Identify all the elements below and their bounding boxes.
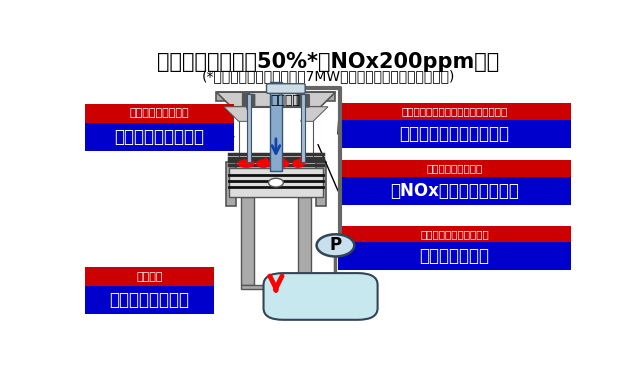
Circle shape (269, 178, 284, 187)
Text: 低NOx化、出力向上技術: 低NOx化、出力向上技術 (390, 182, 519, 200)
Bar (227, 162, 236, 206)
Bar (338, 243, 571, 270)
Text: 前川製作所、早稲田大学: 前川製作所、早稲田大学 (420, 229, 489, 239)
Bar (338, 226, 571, 243)
Bar (85, 104, 234, 123)
Polygon shape (243, 157, 255, 165)
Bar (85, 286, 214, 314)
Ellipse shape (272, 159, 289, 168)
Text: (*低位発熱量換算における7MW級エンジン単体の正味熱効率): (*低位発熱量換算における7MW級エンジン単体の正味熱効率) (202, 69, 454, 83)
Bar (301, 94, 305, 162)
Text: 目標性能：熱効率50%*、NOx200ppm以下: 目標性能：熱効率50%*、NOx200ppm以下 (157, 52, 499, 72)
Ellipse shape (292, 159, 305, 168)
Bar (270, 82, 282, 171)
Polygon shape (216, 92, 335, 107)
Polygon shape (260, 157, 272, 165)
FancyBboxPatch shape (264, 273, 378, 320)
Polygon shape (295, 157, 307, 165)
Bar (229, 168, 323, 197)
Text: 川崎重工: 川崎重工 (136, 272, 163, 282)
Bar (338, 103, 571, 120)
Bar (231, 104, 321, 110)
Ellipse shape (256, 159, 271, 168)
Polygon shape (224, 107, 251, 121)
Polygon shape (277, 157, 289, 165)
Ellipse shape (237, 159, 255, 168)
Text: 全体システム検討: 全体システム検討 (109, 291, 189, 309)
Text: 水素燃焼制御、濃度計測: 水素燃焼制御、濃度計測 (399, 125, 509, 143)
Bar (298, 197, 310, 285)
Bar (316, 162, 326, 206)
Bar (229, 168, 323, 175)
Bar (85, 123, 234, 150)
FancyBboxPatch shape (266, 84, 305, 93)
Text: 海上技術安全研究所: 海上技術安全研究所 (129, 108, 189, 118)
Text: 液化水素ポンプ: 液化水素ポンプ (419, 247, 490, 265)
Polygon shape (301, 107, 328, 121)
Bar (338, 177, 571, 205)
Text: 東京都市大学、岡山大学、早稲田大学: 東京都市大学、岡山大学、早稲田大学 (401, 106, 508, 116)
Bar (338, 120, 571, 147)
Text: 高圧水素: 高圧水素 (271, 94, 301, 107)
Bar (85, 267, 214, 286)
Circle shape (317, 234, 355, 257)
Bar (246, 94, 251, 162)
Text: P: P (330, 236, 342, 254)
Text: 産業技術総合研究所: 産業技術総合研究所 (426, 163, 483, 173)
Bar (239, 107, 313, 162)
Bar (338, 160, 571, 177)
Bar (241, 285, 310, 289)
Text: 高圧インジェクター: 高圧インジェクター (115, 128, 204, 146)
Bar (241, 197, 253, 285)
Bar (216, 92, 335, 101)
